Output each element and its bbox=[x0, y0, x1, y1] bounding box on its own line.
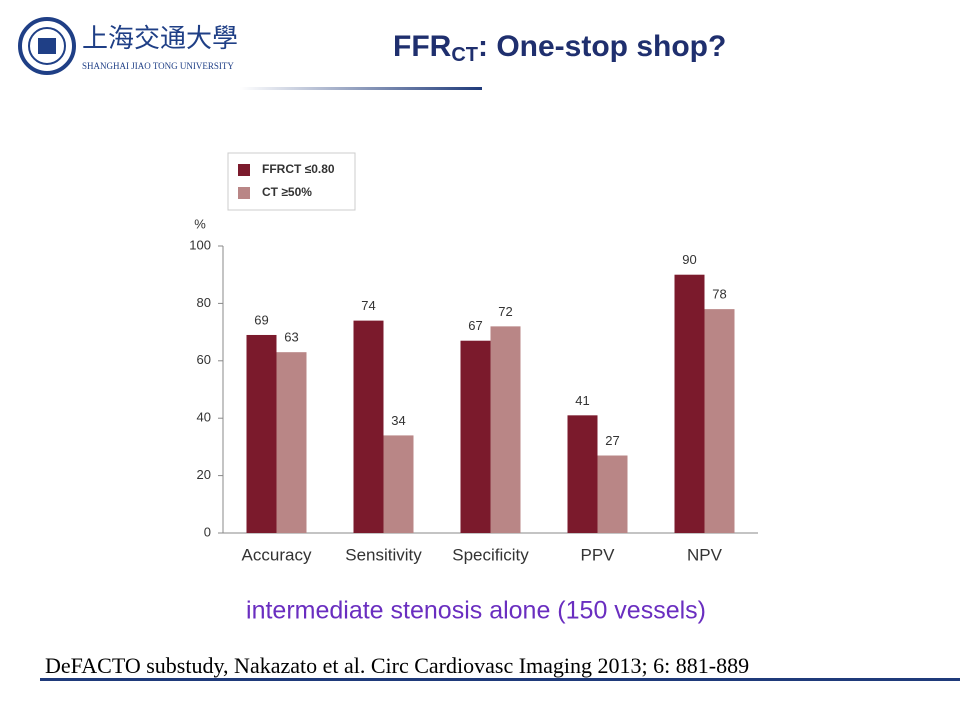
caption: intermediate stenosis alone (150 vessels… bbox=[246, 597, 706, 625]
bar bbox=[353, 320, 384, 533]
y-tick-label: 0 bbox=[204, 524, 211, 539]
data-label: 67 bbox=[468, 318, 482, 333]
legend-swatch bbox=[238, 187, 250, 199]
y-tick-label: 40 bbox=[197, 410, 211, 425]
legend-label: FFRCT ≤0.80 bbox=[262, 162, 335, 176]
title-rest: : One-stop shop? bbox=[478, 30, 726, 63]
data-label: 34 bbox=[391, 413, 405, 428]
bar bbox=[567, 415, 598, 533]
bar bbox=[490, 326, 521, 533]
slide-title: FFRCT: One-stop shop? bbox=[393, 30, 726, 66]
x-tick-label: Sensitivity bbox=[345, 545, 422, 564]
legend-box bbox=[227, 152, 356, 211]
data-label: 78 bbox=[712, 287, 726, 302]
data-label: 63 bbox=[284, 330, 298, 345]
bar bbox=[674, 274, 705, 533]
bar bbox=[383, 435, 414, 533]
logo-en: SHANGHAI JIAO TONG UNIVERSITY bbox=[82, 61, 234, 71]
logo bbox=[18, 17, 76, 75]
bar bbox=[246, 334, 277, 533]
data-label: 69 bbox=[254, 312, 268, 327]
citation: DeFACTO substudy, Nakazato et al. Circ C… bbox=[45, 653, 749, 678]
legend-label: CT ≥50% bbox=[262, 185, 312, 199]
data-label: 90 bbox=[682, 252, 696, 267]
bar bbox=[597, 455, 628, 533]
x-tick-label: NPV bbox=[687, 545, 723, 564]
y-tick-label: 20 bbox=[197, 467, 211, 482]
x-tick-label: Specificity bbox=[452, 545, 529, 564]
y-axis-label: % bbox=[194, 216, 206, 231]
y-tick-label: 60 bbox=[197, 352, 211, 367]
x-tick-label: PPV bbox=[580, 545, 615, 564]
legend-swatch bbox=[238, 164, 250, 176]
data-label: 72 bbox=[498, 304, 512, 319]
title-rule bbox=[240, 87, 482, 90]
logo-cn: 上海交通大學 bbox=[82, 24, 238, 54]
data-label: 41 bbox=[575, 393, 589, 408]
data-label: 74 bbox=[361, 298, 375, 313]
bar bbox=[460, 340, 491, 533]
title-subscript: CT bbox=[451, 44, 478, 66]
data-label: 27 bbox=[605, 433, 619, 448]
y-tick-label: 100 bbox=[189, 237, 211, 252]
bar bbox=[276, 352, 307, 533]
footer-rule bbox=[40, 678, 960, 681]
bar bbox=[704, 309, 735, 533]
y-tick-label: 80 bbox=[197, 295, 211, 310]
title-text: FFR bbox=[393, 30, 452, 63]
x-tick-label: Accuracy bbox=[242, 545, 312, 564]
